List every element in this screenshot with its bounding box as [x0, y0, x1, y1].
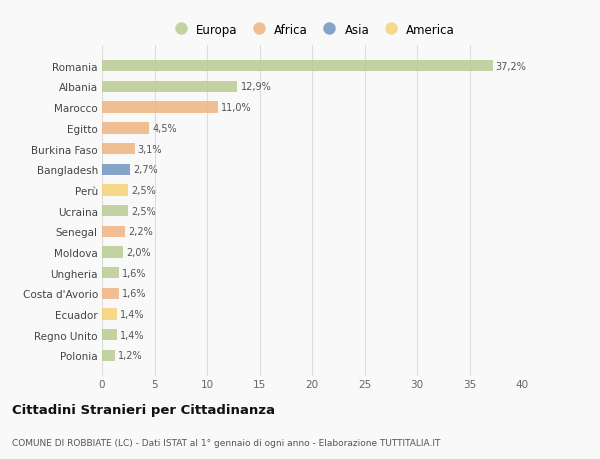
Text: 1,6%: 1,6% — [122, 268, 146, 278]
Bar — [102, 82, 238, 93]
Text: 2,5%: 2,5% — [131, 206, 156, 216]
Bar — [102, 185, 128, 196]
Text: Cittadini Stranieri per Cittadinanza: Cittadini Stranieri per Cittadinanza — [12, 403, 275, 416]
Bar — [102, 61, 493, 72]
Text: 2,7%: 2,7% — [133, 165, 158, 175]
Bar — [102, 350, 115, 361]
Bar — [102, 330, 117, 341]
Bar — [102, 226, 125, 237]
Bar — [102, 206, 128, 217]
Legend: Europa, Africa, Asia, America: Europa, Africa, Asia, America — [164, 19, 460, 41]
Text: 11,0%: 11,0% — [221, 103, 251, 113]
Text: 1,4%: 1,4% — [120, 309, 145, 319]
Text: 1,6%: 1,6% — [122, 289, 146, 299]
Text: 2,0%: 2,0% — [126, 247, 151, 257]
Bar — [102, 268, 119, 279]
Text: 12,9%: 12,9% — [241, 82, 271, 92]
Bar — [102, 164, 130, 175]
Text: 2,2%: 2,2% — [128, 227, 153, 237]
Bar — [102, 247, 123, 258]
Bar — [102, 309, 117, 320]
Bar — [102, 288, 119, 299]
Text: 37,2%: 37,2% — [496, 62, 527, 72]
Text: 1,2%: 1,2% — [118, 351, 142, 361]
Bar — [102, 123, 149, 134]
Text: 4,5%: 4,5% — [152, 123, 177, 134]
Text: 3,1%: 3,1% — [138, 144, 162, 154]
Text: 2,5%: 2,5% — [131, 185, 156, 196]
Bar — [102, 144, 134, 155]
Text: COMUNE DI ROBBIATE (LC) - Dati ISTAT al 1° gennaio di ogni anno - Elaborazione T: COMUNE DI ROBBIATE (LC) - Dati ISTAT al … — [12, 438, 440, 447]
Bar — [102, 102, 218, 113]
Text: 1,4%: 1,4% — [120, 330, 145, 340]
